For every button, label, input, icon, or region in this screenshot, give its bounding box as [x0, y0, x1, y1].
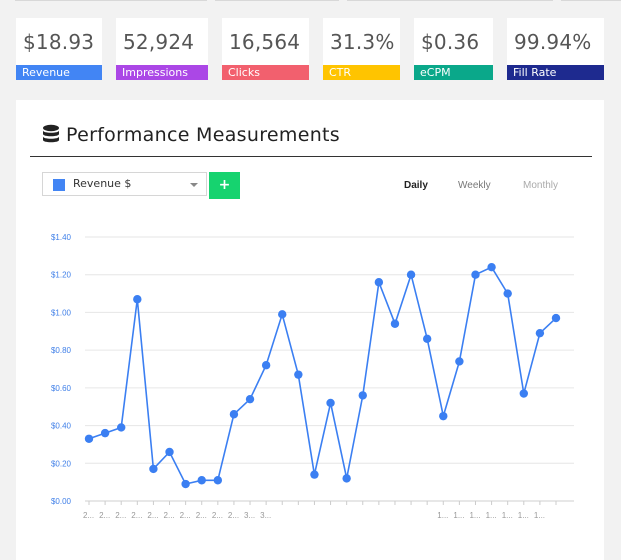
metric-card-ecpm[interactable]: $0.36 eCPM — [414, 18, 493, 80]
data-point — [229, 410, 239, 419]
x-tick-label: 1... — [453, 511, 464, 520]
data-point — [213, 476, 223, 485]
y-tick-label: $0.40 — [51, 422, 72, 431]
y-tick-label: $0.20 — [51, 459, 72, 468]
data-point — [149, 464, 158, 474]
x-tick-label: 1... — [518, 511, 529, 520]
metric-value: 52,924 — [123, 30, 195, 54]
y-tick-label: $0.00 — [51, 497, 72, 506]
metric-card-clicks[interactable]: 16,564 Clicks — [222, 18, 309, 80]
top-strip — [0, 0, 621, 3]
data-point — [326, 398, 335, 408]
y-tick-label: $1.20 — [51, 271, 72, 280]
x-tick-label: 1... — [469, 511, 480, 520]
data-point — [471, 270, 480, 279]
data-point — [535, 328, 545, 338]
x-tick-label: 1... — [534, 511, 545, 520]
y-tick-label: $0.60 — [51, 384, 72, 393]
y-tick-label: $1.00 — [51, 308, 72, 317]
x-tick-label: 2... — [196, 511, 207, 520]
metric-label: CTR — [323, 65, 400, 80]
data-point — [165, 447, 174, 457]
x-tick-label: 2... — [147, 511, 158, 520]
metric-label: Revenue — [16, 65, 102, 80]
title-divider — [30, 156, 592, 157]
x-tick-label: 2... — [83, 511, 94, 520]
metric-card-ctr[interactable]: 31.3% CTR — [323, 18, 400, 80]
data-point — [310, 470, 319, 479]
x-tick-label: 3... — [260, 511, 271, 520]
x-tick-label: 3... — [244, 511, 255, 520]
data-point — [439, 411, 448, 421]
x-tick-label: 1... — [502, 511, 513, 520]
data-point — [519, 389, 528, 398]
data-point — [117, 423, 126, 432]
data-point — [358, 391, 367, 400]
data-point — [84, 434, 94, 443]
add-series-button[interactable]: + — [209, 172, 240, 199]
metric-select-value: Revenue $ — [73, 177, 132, 190]
data-point — [245, 394, 255, 404]
metric-label: Clicks — [222, 65, 309, 80]
series-color-swatch — [53, 179, 65, 191]
y-tick-label: $0.80 — [51, 346, 72, 355]
data-point — [278, 310, 287, 319]
data-point — [487, 262, 496, 272]
metric-label: eCPM — [414, 65, 493, 80]
metric-label: Impressions — [116, 65, 208, 80]
data-point — [406, 270, 416, 279]
period-tab-monthly[interactable]: Monthly — [523, 180, 559, 191]
metric-card-fill-rate[interactable]: 99.94% Fill Rate — [507, 18, 604, 80]
metric-value: 31.3% — [330, 30, 395, 54]
database-icon — [43, 124, 59, 143]
x-tick-label: 2... — [99, 511, 110, 520]
panel-title: Performance Measurements — [66, 124, 340, 146]
data-point — [261, 361, 271, 370]
x-tick-label: 2... — [115, 511, 126, 520]
series-line — [88, 266, 557, 485]
x-tick-label: 1... — [437, 511, 448, 520]
revenue-line-chart: $0.00 $0.20 $0.40 $0.60 $0.80 $1.00 $1.20 $1.40… — [51, 233, 574, 520]
chevron-down-icon — [190, 183, 198, 187]
data-point — [422, 334, 432, 344]
period-tab-daily[interactable]: Daily — [404, 180, 428, 191]
data-point — [374, 278, 384, 287]
x-tick-label: 1... — [486, 511, 497, 520]
data-point — [133, 295, 142, 304]
period-tab-weekly[interactable]: Weekly — [458, 180, 491, 191]
x-tick-label: 2... — [131, 511, 142, 520]
data-point — [342, 474, 351, 483]
data-point — [294, 370, 303, 379]
x-tick-label: 2... — [212, 511, 223, 520]
metric-value: $0.36 — [421, 30, 480, 54]
y-tick-label: $1.40 — [51, 233, 72, 242]
metric-value: $18.93 — [23, 30, 95, 54]
x-tick-label: 2... — [228, 511, 239, 520]
metric-card-impressions[interactable]: 52,924 Impressions — [116, 18, 208, 80]
metric-select[interactable]: Revenue $ — [42, 172, 207, 196]
metric-value: 16,564 — [229, 30, 301, 54]
data-point — [455, 357, 464, 366]
data-point — [181, 479, 190, 489]
x-tick-label: 2... — [180, 511, 191, 520]
metric-label: Fill Rate — [507, 65, 604, 80]
data-point — [100, 428, 110, 438]
x-tick-label: 2... — [164, 511, 175, 520]
metric-value: 99.94% — [514, 30, 592, 54]
data-point — [390, 319, 400, 328]
metric-card-revenue[interactable]: $18.93 Revenue — [16, 18, 102, 80]
data-point — [197, 476, 206, 485]
data-point — [551, 313, 561, 323]
performance-panel: Performance Measurements Revenue $ + Dai… — [16, 100, 604, 560]
data-point — [503, 289, 512, 298]
